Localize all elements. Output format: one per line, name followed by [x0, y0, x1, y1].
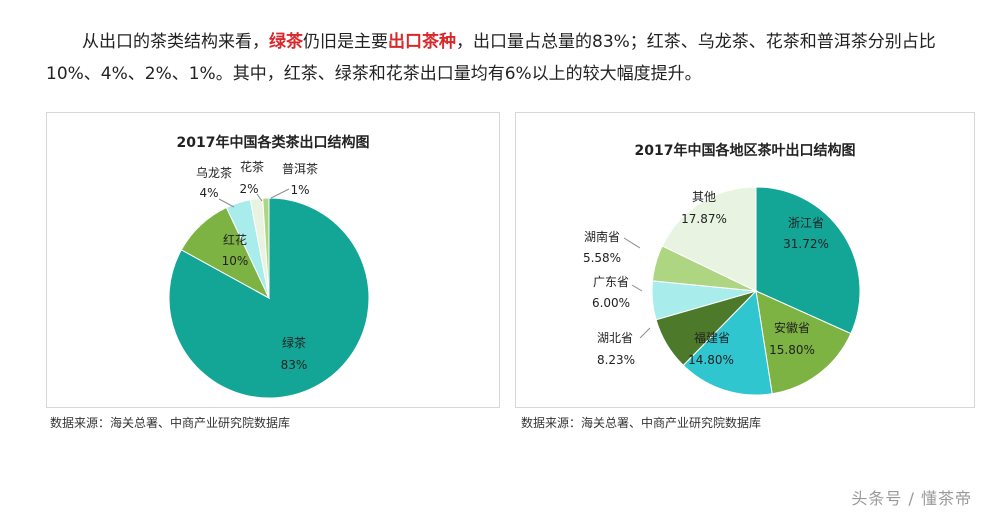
label-zhejiang-name: 浙江省 [788, 216, 824, 230]
pie-slice-puer [262, 197, 270, 299]
region-slices [651, 186, 861, 396]
label-oolong-name: 乌龙茶 [196, 165, 232, 180]
label-puer-value: 1% [290, 183, 309, 197]
tea-type-chart-panel: 2017年中国各类茶出口结构图 绿茶 83% 红花 10% 乌龙茶 4% 花茶 … [46, 112, 500, 408]
intro-seg-5: ，出口量占总量的83%；红茶、乌龙茶、花茶和普洱茶分别占比10%、4%、2%、1… [46, 32, 936, 84]
tea-type-labels: 绿茶 83% 红花 10% 乌龙茶 4% 花茶 2% 普洱茶 1% [196, 159, 318, 372]
label-oolong-value: 4% [199, 186, 218, 200]
tea-type-slices [168, 197, 370, 399]
label-black-tea-value: 10% [222, 254, 249, 268]
region-leader-lines [623, 237, 651, 339]
label-hubei-value: 8.23% [597, 353, 635, 367]
leader-oolong [218, 198, 235, 208]
tea-type-chart-title: 2017年中国各类茶出口结构图 [177, 134, 370, 151]
intro-highlight-green-tea: 绿茶 [269, 32, 303, 52]
label-other-value: 17.87% [681, 212, 727, 226]
label-guangdong-name: 广东省 [593, 275, 629, 289]
label-guangdong-value: 6.00% [592, 296, 630, 310]
pie-slice-zhejiang [755, 186, 861, 335]
tea-type-pie-chart: 2017年中国各类茶出口结构图 绿茶 83% 红花 10% 乌龙茶 4% 花茶 … [168, 134, 370, 399]
intro-highlight-export-type: 出口茶种 [388, 32, 456, 52]
leader-puer [270, 188, 290, 199]
label-other-name: 其他 [692, 190, 716, 204]
source-note-left: 数据来源：海关总署、中商产业研究院数据库 [50, 416, 291, 430]
intro-paragraph: 从出口的茶类结构来看，绿茶仍旧是主要出口茶种，出口量占总量的83%；红茶、乌龙茶… [46, 26, 966, 90]
label-flower-tea-value: 2% [239, 182, 258, 196]
label-puer-name: 普洱茶 [282, 161, 318, 176]
tea-type-leader-lines [218, 188, 290, 208]
leader-hubei [639, 327, 651, 339]
leader-flower [256, 193, 263, 202]
label-anhui-name: 安徽省 [774, 320, 810, 335]
watermark: 头条号 / 懂茶帝 [851, 489, 972, 508]
leader-guangdong [631, 284, 643, 292]
region-labels: 浙江省 31.72% 安徽省 15.80% 福建省 14.80% 湖北省 8.2… [583, 190, 829, 367]
label-flower-tea-name: 花茶 [240, 159, 264, 174]
label-hunan-value: 5.58% [583, 251, 621, 265]
region-chart-panel: 2017年中国各地区茶叶出口结构图 浙江省 31.72% 安徽省 15.80% … [515, 112, 975, 408]
region-chart-title: 2017年中国各地区茶叶出口结构图 [635, 142, 856, 159]
intro-seg-1: 从出口的茶类结构来看， [82, 32, 269, 52]
pie-slice-fujian [682, 289, 773, 396]
source-note-right: 数据来源：海关总署、中商产业研究院数据库 [521, 416, 762, 430]
pie-slice-other [661, 186, 757, 292]
label-fujian-name: 福建省 [694, 330, 730, 345]
region-pie-chart: 2017年中国各地区茶叶出口结构图 浙江省 31.72% 安徽省 15.80% … [583, 142, 861, 396]
pie-slice-anhui [755, 290, 852, 395]
label-black-tea-name: 红花 [223, 232, 247, 247]
label-hubei-name: 湖北省 [597, 330, 633, 345]
label-hunan-name: 湖南省 [584, 229, 620, 244]
label-green-tea-value: 83% [281, 358, 308, 372]
leader-hunan [623, 237, 641, 249]
label-green-tea-name: 绿茶 [282, 335, 306, 350]
intro-seg-3: 仍旧是主要 [303, 32, 388, 52]
label-zhejiang-value: 31.72% [783, 237, 829, 251]
label-anhui-value: 15.80% [769, 343, 815, 357]
label-fujian-value: 14.80% [688, 353, 734, 367]
